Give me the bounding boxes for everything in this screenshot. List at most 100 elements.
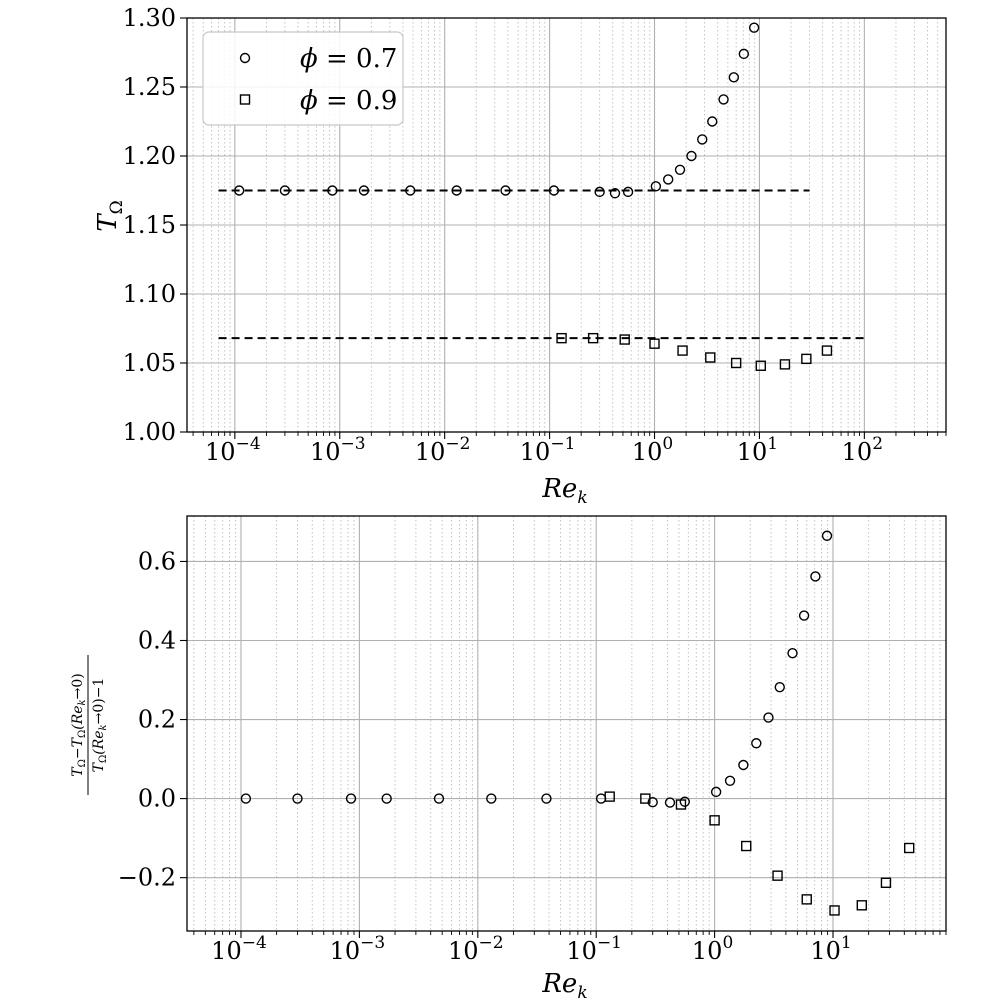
data-point-circle — [650, 181, 662, 192]
data-point-square — [587, 332, 599, 344]
data-point-square — [880, 877, 892, 888]
x-tick-label: 101 — [810, 933, 851, 965]
data-point-circle — [751, 738, 762, 749]
y-tick-label: −0.2 — [118, 864, 176, 892]
data-point-circle — [798, 610, 810, 621]
y-tick-label: 0.4 — [138, 627, 176, 655]
data-point-circle — [686, 150, 697, 162]
bottom-plot-frame — [186, 515, 947, 932]
legend-marker-circle — [239, 52, 251, 64]
y-tick-label: 1.10 — [123, 280, 176, 308]
data-point-square — [779, 359, 791, 370]
x-tick-label: 10−3 — [330, 933, 386, 965]
data-point-square — [856, 900, 867, 911]
data-point-circle — [674, 164, 686, 176]
data-point-circle — [500, 185, 511, 196]
data-point-square — [705, 352, 716, 363]
y-tick-label: 1.15 — [123, 211, 176, 239]
legend-label-series-2: ϕ = 0.9 — [300, 86, 397, 116]
bottom-panel: 10−4 10−3 10−2 10−1 100 101 −0.2 0.0 0.2 0.4 0.6 T… — [70, 515, 947, 1003]
data-point-circle — [345, 793, 357, 804]
data-point-circle — [821, 530, 833, 541]
x-tick-label: 100 — [632, 434, 673, 466]
data-point-circle — [451, 185, 462, 196]
data-point-circle — [381, 793, 392, 804]
data-point-circle — [548, 185, 560, 196]
data-point-circle — [662, 174, 674, 185]
data-point-square — [709, 815, 720, 826]
data-point-square — [755, 360, 766, 371]
data-point-circle — [787, 647, 798, 659]
data-point-circle — [279, 185, 291, 196]
bottom-y-label-denominator: TΩ(Rek→0)−1 — [91, 678, 109, 773]
legend-box — [202, 31, 404, 126]
legend-label-series-1: ϕ = 0.7 — [300, 44, 397, 74]
data-point-circle — [405, 185, 416, 196]
y-tick-label: 1.05 — [123, 349, 176, 377]
data-point-square — [730, 357, 742, 369]
x-tick-label: 10−4 — [211, 933, 267, 965]
y-tick-label: 1.00 — [123, 418, 176, 446]
data-point-circle — [327, 185, 338, 196]
y-tick-label: 1.25 — [123, 73, 176, 101]
data-point-circle — [664, 797, 676, 808]
data-point-circle — [486, 793, 497, 804]
x-tick-label: 10−3 — [310, 434, 366, 466]
data-point-square — [619, 334, 630, 345]
top-panel: 10−4 10−3 10−2 10−1 100 101 102 1.00 1.05 1.10 1.1… — [93, 4, 947, 508]
top-legend: ϕ = 0.7 ϕ = 0.9 — [202, 31, 404, 126]
data-point-circle — [541, 793, 552, 804]
y-tick-label: 1.30 — [123, 4, 176, 32]
top-reference-lines — [218, 189, 865, 340]
bottom-grid — [187, 516, 947, 931]
top-ticks: 10−4 10−3 10−2 10−1 100 101 102 1.00 1.05 1.10 1.1… — [123, 4, 947, 466]
data-point-circle — [647, 796, 658, 808]
bottom-y-axis-label: TΩ−TΩ(Rek→0) TΩ(Rek→0)−1 — [70, 655, 109, 795]
data-point-circle — [240, 793, 252, 804]
bottom-data-points — [240, 530, 915, 916]
data-point-circle — [594, 186, 605, 198]
data-point-square — [556, 332, 567, 344]
data-point-square — [829, 905, 840, 916]
x-tick-label: 10−2 — [448, 933, 504, 965]
top-y-axis-label: TΩ — [93, 200, 127, 231]
data-point-circle — [707, 116, 718, 127]
data-point-circle — [710, 786, 722, 798]
y-tick-label: 0.2 — [138, 706, 176, 734]
bottom-y-label-numerator: TΩ−TΩ(Rek→0) — [70, 673, 88, 776]
data-point-circle — [738, 759, 749, 771]
data-point-square — [801, 894, 812, 905]
data-point-circle — [292, 793, 303, 804]
data-point-circle — [697, 134, 708, 145]
data-point-circle — [433, 793, 445, 804]
x-tick-label: 10−2 — [415, 434, 471, 466]
data-point-square — [649, 338, 660, 349]
x-tick-label: 10−4 — [205, 434, 261, 466]
x-tick-label: 101 — [737, 434, 778, 466]
bottom-x-axis-label: Rek — [541, 969, 587, 1003]
top-data-points — [233, 22, 833, 371]
bottom-ticks: 10−4 10−3 10−2 10−1 100 101 −0.2 0.0 0.2 0.4 0.6 — [118, 547, 947, 965]
data-point-square — [821, 345, 833, 356]
data-point-square — [640, 793, 651, 804]
x-tick-label: 102 — [842, 434, 883, 466]
data-point-circle — [763, 712, 774, 723]
data-point-circle — [810, 571, 821, 582]
x-tick-label: 100 — [692, 933, 733, 965]
y-tick-label: 0.6 — [138, 547, 176, 575]
data-point-circle — [622, 186, 634, 198]
data-point-circle — [774, 681, 785, 693]
data-point-circle — [233, 185, 245, 196]
data-point-circle — [728, 72, 740, 83]
y-tick-label: 1.20 — [123, 142, 176, 170]
data-point-circle — [358, 185, 370, 196]
top-x-axis-label: Rek — [541, 474, 587, 508]
data-point-square — [604, 791, 615, 802]
data-point-square — [904, 842, 915, 854]
y-tick-label: 0.0 — [138, 785, 176, 813]
data-point-square — [677, 345, 688, 356]
data-point-circle — [609, 188, 621, 199]
legend-marker-square — [239, 94, 251, 105]
x-tick-label: 10−1 — [520, 434, 576, 466]
